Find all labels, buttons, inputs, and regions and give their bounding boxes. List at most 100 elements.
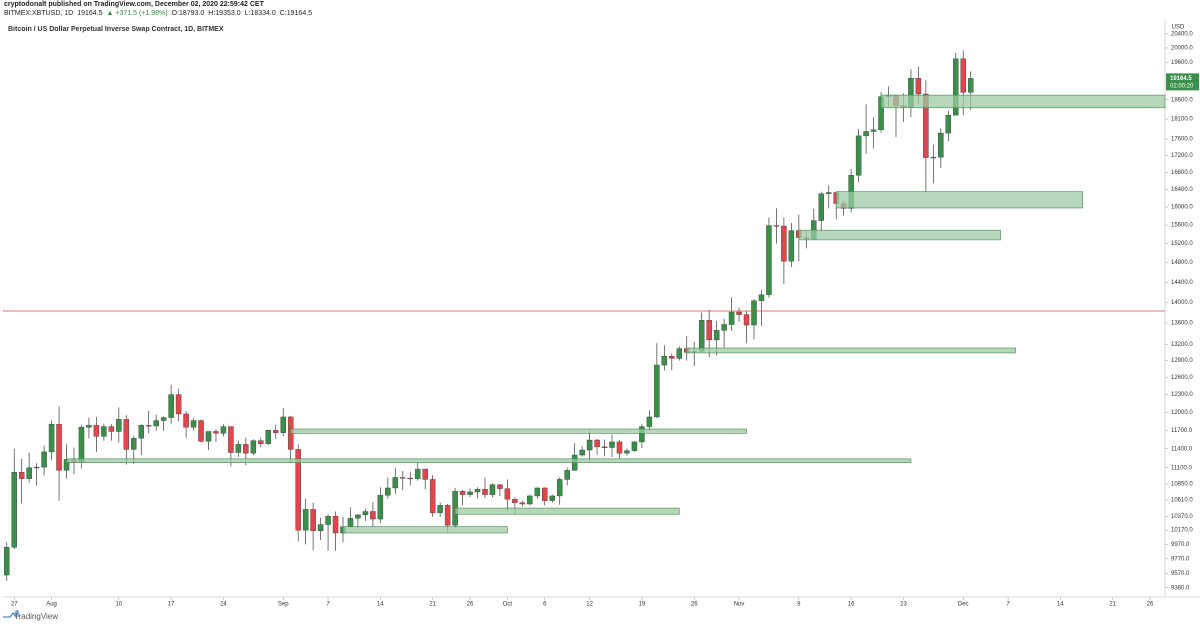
candle-body [579, 449, 585, 456]
y-tick-label: 12000.0 [1171, 410, 1193, 416]
candle-body [527, 495, 533, 505]
candle-body [273, 430, 279, 433]
candle-body [407, 477, 414, 480]
candle-body [437, 505, 443, 514]
candle-body [646, 416, 653, 427]
x-tick-label: 9 [797, 602, 801, 608]
candle-body [362, 511, 369, 516]
x-tick-label: Sep [278, 602, 289, 608]
x-tick-label: 7 [326, 602, 330, 608]
change: ▲ +371.5 (+1.98%) [106, 10, 168, 17]
y-tick-label: 14000.0 [1171, 300, 1193, 306]
x-tick-label: 14 [377, 602, 384, 608]
y-tick-label: 20400.0 [1171, 31, 1193, 37]
plot-area: 20400.0 20000.0 19600.0 18600.0 18100.0 17600… [3, 31, 1199, 608]
candle-body [601, 446, 608, 448]
x-tick-label: 7 [1006, 602, 1010, 608]
candle-body [542, 487, 548, 501]
candle-body [467, 491, 473, 495]
y-tick-label: 10610.0 [1171, 498, 1193, 504]
y-tick-label: 10170.0 [1171, 528, 1193, 534]
y-tick-label: 12300.0 [1171, 392, 1193, 398]
candle-body [302, 509, 309, 531]
last-price: 19164.5 [77, 10, 103, 17]
candle-body [168, 394, 174, 418]
x-tick-label: Oct [503, 602, 513, 608]
candle-body [482, 489, 488, 495]
axis-unit: USD [1172, 25, 1185, 31]
candle-body [385, 487, 391, 496]
y-tick-label: 16000.0 [1171, 205, 1193, 211]
candle-body [220, 426, 227, 434]
y-tick-label: 18600.0 [1171, 97, 1193, 103]
candle-body [519, 502, 526, 505]
candle-body [863, 131, 869, 137]
candle-body [609, 441, 615, 448]
candle-body [325, 516, 331, 525]
candle-body [400, 477, 406, 479]
y-tick-label: 11700.0 [1171, 428, 1193, 434]
candle-body [205, 431, 212, 442]
candle-body [594, 439, 600, 448]
y-tick-label: 12900.0 [1171, 358, 1193, 364]
y-tick-label: 9380.0 [1171, 585, 1190, 591]
candle-body [310, 509, 316, 532]
candle-body [953, 58, 959, 116]
y-tick-label: 9970.0 [1171, 542, 1190, 548]
candle-body [743, 314, 750, 326]
y-tick-label: 14400.0 [1171, 280, 1193, 286]
x-tick-label: 27 [11, 602, 18, 608]
publisher-line: cryptodonalt published on TradingView.co… [4, 1, 264, 8]
candle-body [721, 324, 727, 331]
candle-body [48, 423, 55, 453]
candle-body [317, 524, 324, 532]
candle-body [512, 499, 518, 503]
candle-body [175, 394, 182, 415]
candle-body [855, 135, 862, 176]
candle-body [534, 487, 541, 497]
zone [66, 458, 912, 463]
candle-body [33, 466, 40, 469]
x-tick-label: 26 [1147, 602, 1154, 608]
candle-body [497, 484, 503, 489]
brand: TradingView [14, 612, 59, 621]
candle-body [758, 294, 765, 301]
candle-body [250, 440, 257, 454]
y-tick-label: 15200.0 [1171, 241, 1193, 247]
candle-body [825, 192, 832, 195]
candle-body [945, 115, 952, 134]
x-tick-label: 14 [1057, 602, 1064, 608]
candle-body [669, 356, 675, 359]
candle-body [56, 423, 62, 471]
y-tick-label: 13600.0 [1171, 321, 1193, 327]
candle-body [751, 300, 757, 326]
candle-body [235, 444, 242, 453]
candle-body [377, 495, 384, 520]
candle-body [459, 491, 466, 495]
candle-body [392, 477, 399, 489]
x-tick-label: 17 [168, 602, 175, 608]
candle-body [414, 468, 421, 479]
zone [290, 428, 747, 434]
x-tick-label: 26 [467, 602, 474, 608]
candle-body [818, 193, 824, 221]
symbol: BITMEX:XBTUSD, 1D [4, 10, 74, 17]
candle-body [616, 441, 623, 454]
candle-body [138, 425, 144, 439]
candle-body [370, 511, 376, 520]
zone [835, 191, 1084, 209]
candle-body [18, 472, 25, 479]
zone [880, 94, 1166, 109]
candle-body [11, 472, 17, 548]
candle-body [624, 450, 630, 454]
close-text: C:19164.5 [279, 10, 313, 17]
y-tick-label: 11100.0 [1171, 465, 1192, 471]
candle-body [41, 451, 47, 468]
candle-body [355, 514, 361, 519]
x-tick-label: 21 [429, 602, 436, 608]
candle-body [213, 431, 219, 434]
y-tick-label: 20000.0 [1171, 46, 1193, 52]
candle-body [781, 225, 787, 262]
candle-body [967, 78, 974, 93]
